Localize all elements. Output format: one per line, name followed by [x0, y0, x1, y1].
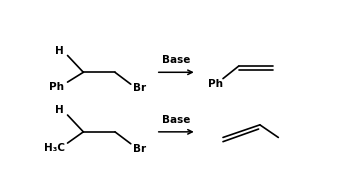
Text: Base: Base — [162, 115, 190, 125]
Text: Br: Br — [133, 83, 147, 93]
Text: Ph: Ph — [50, 82, 65, 92]
Text: Base: Base — [162, 55, 190, 65]
Text: Br: Br — [133, 144, 147, 154]
Text: H₃C: H₃C — [44, 143, 65, 153]
Text: H: H — [55, 46, 64, 56]
Text: H: H — [55, 105, 64, 115]
Text: Ph: Ph — [208, 79, 223, 89]
